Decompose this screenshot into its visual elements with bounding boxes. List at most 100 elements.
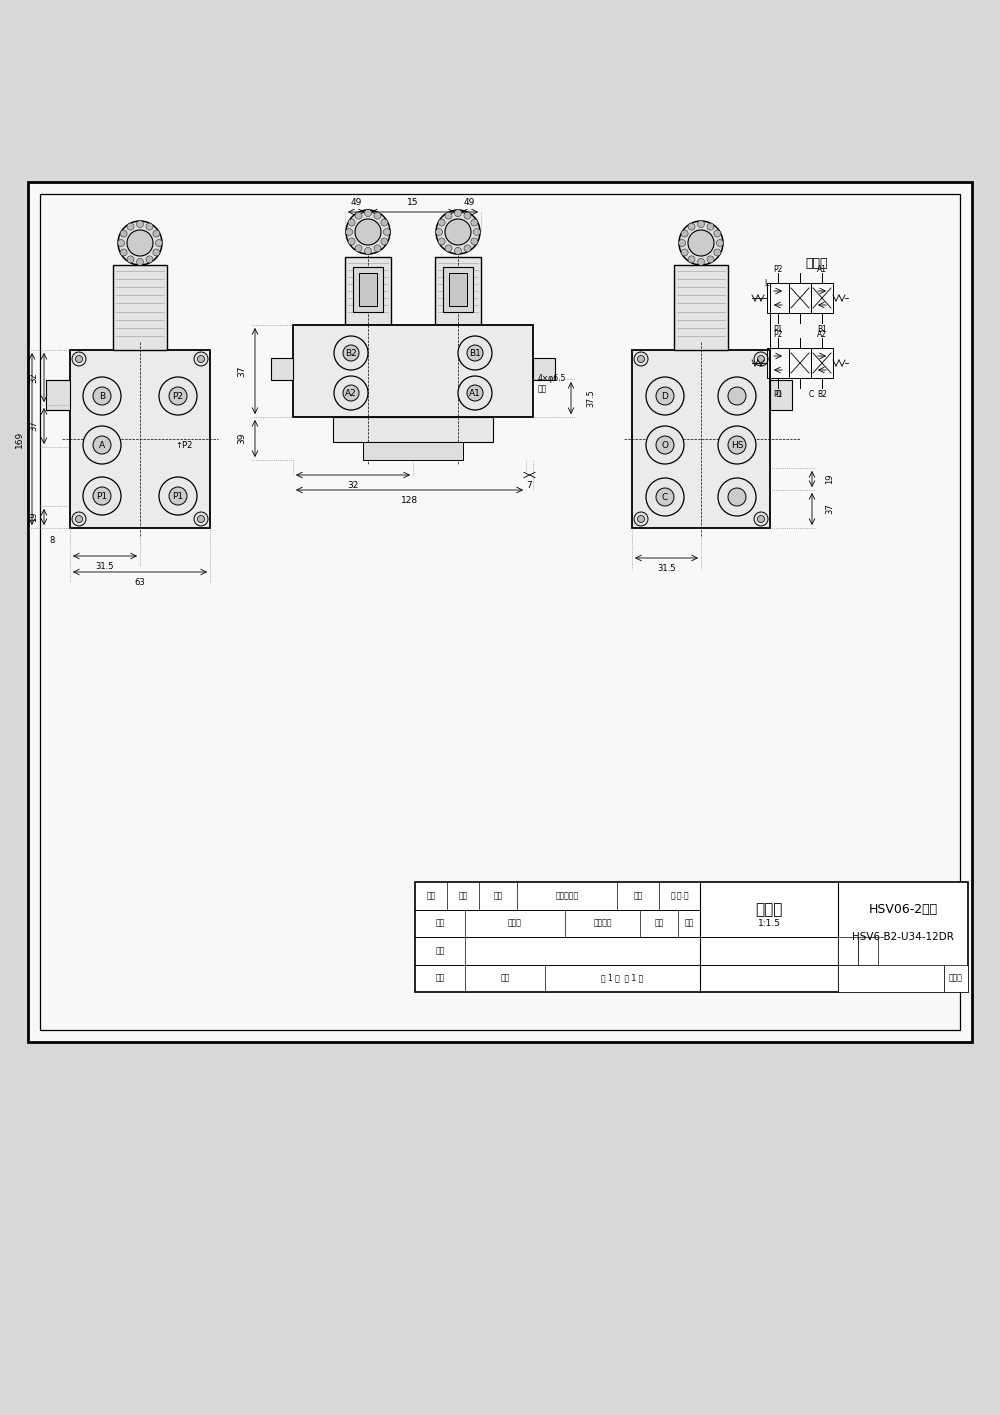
Text: 标准化: 标准化 (508, 918, 522, 928)
Text: L: L (764, 279, 768, 287)
Circle shape (355, 219, 381, 245)
Circle shape (155, 239, 162, 246)
Text: HS: HS (731, 440, 743, 450)
Bar (28, 183, 972, 1041)
Circle shape (343, 345, 359, 361)
Text: 8: 8 (49, 535, 55, 545)
Bar (533, 358, 555, 381)
Circle shape (334, 376, 368, 410)
Circle shape (436, 228, 443, 235)
Bar (353, 267, 383, 311)
Circle shape (454, 209, 462, 216)
Circle shape (381, 238, 388, 245)
Circle shape (445, 219, 471, 245)
Text: P1: P1 (172, 491, 184, 501)
Circle shape (72, 352, 86, 366)
Circle shape (464, 245, 471, 252)
Text: 批准: 批准 (500, 974, 510, 983)
Circle shape (688, 256, 695, 263)
Circle shape (346, 209, 390, 255)
Text: 工艺: 工艺 (435, 974, 445, 983)
Text: D: D (775, 389, 781, 399)
Circle shape (194, 512, 208, 526)
Circle shape (707, 256, 714, 263)
Circle shape (714, 249, 721, 256)
Text: 19: 19 (30, 512, 38, 522)
Text: 7: 7 (527, 481, 532, 490)
Text: B1: B1 (469, 348, 481, 358)
Circle shape (688, 224, 695, 231)
Bar (767, 348, 789, 378)
Circle shape (656, 436, 674, 454)
Bar (811, 283, 833, 313)
Text: 19: 19 (826, 474, 834, 484)
Text: P2: P2 (773, 265, 783, 273)
Circle shape (374, 212, 381, 219)
Text: 128: 128 (401, 495, 418, 505)
Circle shape (728, 488, 746, 507)
Text: P1: P1 (96, 491, 108, 501)
Circle shape (656, 386, 674, 405)
Circle shape (83, 376, 121, 415)
Circle shape (681, 249, 688, 256)
Bar (46, 381, 70, 410)
Circle shape (634, 352, 648, 366)
Circle shape (718, 426, 756, 464)
Bar (333, 417, 493, 441)
Text: 4×φ6.5: 4×φ6.5 (538, 374, 566, 382)
Bar (345, 258, 391, 325)
Text: 更改文件号: 更改文件号 (555, 891, 579, 900)
Circle shape (464, 212, 471, 219)
Circle shape (728, 386, 746, 405)
Circle shape (364, 248, 372, 255)
Circle shape (718, 376, 756, 415)
Bar (70, 350, 210, 528)
Circle shape (681, 231, 688, 238)
Text: 年.月.日: 年.月.日 (670, 891, 689, 900)
Bar (838, 937, 858, 965)
Circle shape (169, 487, 187, 505)
Text: 原理图: 原理图 (806, 256, 828, 269)
Circle shape (127, 224, 134, 231)
Circle shape (381, 219, 388, 226)
Circle shape (118, 221, 162, 265)
Circle shape (758, 355, 765, 362)
Circle shape (93, 386, 111, 405)
Circle shape (76, 355, 82, 362)
Text: A2: A2 (817, 330, 827, 338)
Circle shape (638, 515, 644, 522)
Circle shape (374, 245, 381, 252)
Circle shape (198, 515, 205, 522)
Text: 15: 15 (407, 198, 419, 207)
Circle shape (471, 238, 478, 245)
Circle shape (83, 477, 121, 515)
Circle shape (467, 385, 483, 400)
Bar (443, 267, 473, 311)
Circle shape (127, 256, 134, 263)
Text: 37: 37 (826, 504, 834, 515)
Circle shape (471, 219, 478, 226)
Circle shape (458, 335, 492, 369)
Circle shape (348, 238, 355, 245)
Bar (449, 273, 467, 306)
Circle shape (458, 376, 492, 410)
Text: 1:1.5: 1:1.5 (758, 918, 780, 928)
Text: O: O (662, 440, 668, 450)
Bar (363, 441, 463, 460)
Circle shape (355, 212, 362, 219)
Circle shape (334, 335, 368, 369)
Circle shape (383, 228, 390, 235)
Text: HSV6-B2-U34-12DR: HSV6-B2-U34-12DR (852, 932, 954, 942)
Text: 49: 49 (464, 198, 475, 207)
Text: 审核: 审核 (435, 947, 445, 955)
Text: P1: P1 (773, 389, 783, 399)
Circle shape (688, 231, 714, 256)
Circle shape (754, 512, 768, 526)
Text: A2: A2 (345, 389, 357, 398)
Bar (838, 965, 944, 992)
Bar (770, 381, 792, 410)
Circle shape (169, 386, 187, 405)
Text: A1: A1 (469, 389, 481, 398)
Text: 分区: 分区 (493, 891, 503, 900)
Circle shape (445, 245, 452, 252)
